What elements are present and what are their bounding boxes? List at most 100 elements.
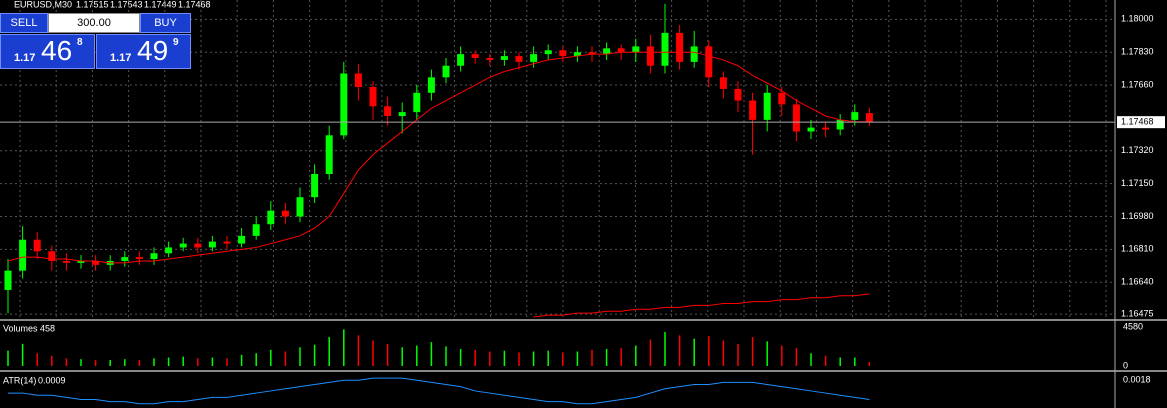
- candle-body: [62, 260, 70, 263]
- y-tick-label: 1.16810: [1121, 244, 1154, 254]
- panel-separator: [0, 370, 1167, 372]
- candle-body: [311, 173, 319, 198]
- candle-body: [325, 135, 333, 174]
- bid-price[interactable]: 1.17 46 8: [0, 34, 95, 69]
- candle-body: [865, 113, 873, 123]
- ask-big: 49: [137, 35, 169, 66]
- y-tick-label: 1.17150: [1121, 178, 1154, 188]
- candle-body: [413, 92, 421, 113]
- candle-body: [588, 52, 596, 55]
- volume-current: 458: [40, 323, 55, 333]
- candle-body: [33, 239, 41, 252]
- panel-separator: [0, 319, 1167, 321]
- y-tick-label: 0.0018: [1123, 375, 1151, 385]
- volume-title: Volumes: [3, 323, 38, 333]
- buy-button[interactable]: BUY: [140, 13, 191, 33]
- candle-body: [77, 260, 85, 263]
- atr-title: ATR(14): [3, 375, 36, 385]
- candle-body: [646, 46, 654, 66]
- y-tick-label: 1.17830: [1121, 47, 1154, 57]
- y-tick-label: 4580: [1123, 321, 1143, 331]
- y-tick-label: 1.18000: [1121, 14, 1154, 24]
- atr-line: [8, 377, 870, 405]
- candle-body: [296, 197, 304, 217]
- candle-body: [369, 86, 377, 107]
- candle-body: [121, 257, 129, 261]
- candle-body: [223, 241, 231, 244]
- ask-prefix: 1.17: [110, 52, 132, 64]
- symbol: EURUSD,M30: [14, 0, 72, 9]
- ohlc-close: 1.17468: [178, 0, 211, 9]
- candle-body: [471, 54, 479, 58]
- candle-body: [763, 92, 771, 120]
- bid-big: 46: [41, 35, 73, 66]
- candle-body: [734, 88, 742, 101]
- ask-price[interactable]: 1.17 49 9: [96, 34, 191, 69]
- candle-body: [792, 104, 800, 132]
- bid-small: 8: [77, 37, 83, 48]
- sell-button[interactable]: SELL: [0, 13, 48, 33]
- candle-body: [457, 54, 465, 66]
- ohlc-high: 1.17543: [110, 0, 143, 9]
- candle-body: [836, 119, 844, 130]
- candle-body: [238, 235, 246, 244]
- candle-body: [442, 65, 450, 78]
- candle-body: [603, 48, 611, 55]
- candle-body: [281, 210, 289, 217]
- candle-body: [515, 56, 523, 62]
- candle-body: [632, 46, 640, 53]
- candle-body: [822, 127, 830, 130]
- candle-body: [340, 73, 348, 136]
- candle-body: [676, 32, 684, 62]
- y-tick-label: 0: [1123, 360, 1128, 370]
- moving-average: [533, 293, 870, 318]
- candle-body: [48, 251, 56, 261]
- candle-body: [486, 57, 494, 60]
- candle-body: [617, 48, 625, 53]
- atr-current: 0.0009: [38, 375, 66, 385]
- candle-body: [92, 260, 100, 265]
- candle-body: [267, 210, 275, 225]
- current-price-label: 1.17468: [1121, 117, 1154, 127]
- candle-body: [19, 239, 27, 271]
- candle-body: [500, 56, 508, 60]
- candle-body: [135, 257, 143, 260]
- candle-body: [705, 46, 713, 78]
- candle-body: [208, 241, 216, 248]
- candle-body: [573, 52, 581, 57]
- candle-body: [252, 224, 260, 236]
- candle-body: [427, 77, 435, 93]
- candle-body: [179, 243, 187, 248]
- candle-body: [165, 247, 173, 254]
- y-tick-label: 1.16640: [1121, 277, 1154, 287]
- candle-body: [384, 106, 392, 116]
- lot-input[interactable]: 300.00: [48, 13, 140, 33]
- candle-body: [778, 92, 786, 105]
- ohlc-low: 1.17449: [144, 0, 177, 9]
- ask-small: 9: [173, 37, 179, 48]
- candle-body: [354, 73, 362, 87]
- y-tick-label: 1.16980: [1121, 211, 1154, 221]
- candle-body: [749, 100, 757, 120]
- bid-prefix: 1.17: [14, 52, 36, 64]
- moving-average: [7, 51, 870, 264]
- y-tick-label: 1.16475: [1121, 309, 1154, 319]
- y-tick-label: 1.17320: [1121, 145, 1154, 155]
- candle-body: [4, 270, 12, 290]
- ohlc-open: 1.17515: [76, 0, 109, 9]
- candle-body: [544, 50, 552, 55]
- candle-body: [807, 127, 815, 132]
- candle-body: [194, 243, 202, 248]
- candle-body: [851, 112, 859, 120]
- candle-body: [398, 112, 406, 116]
- candle-body: [559, 50, 567, 57]
- candle-body: [661, 32, 669, 66]
- candle-body: [690, 46, 698, 62]
- candle-body: [530, 54, 538, 62]
- trade-panel: SELL 300.00 BUY 1.17 46 8 1.17 49 9: [0, 13, 191, 69]
- current-price-box: [1117, 116, 1165, 129]
- candle-body: [719, 77, 727, 89]
- candle-body: [150, 253, 158, 260]
